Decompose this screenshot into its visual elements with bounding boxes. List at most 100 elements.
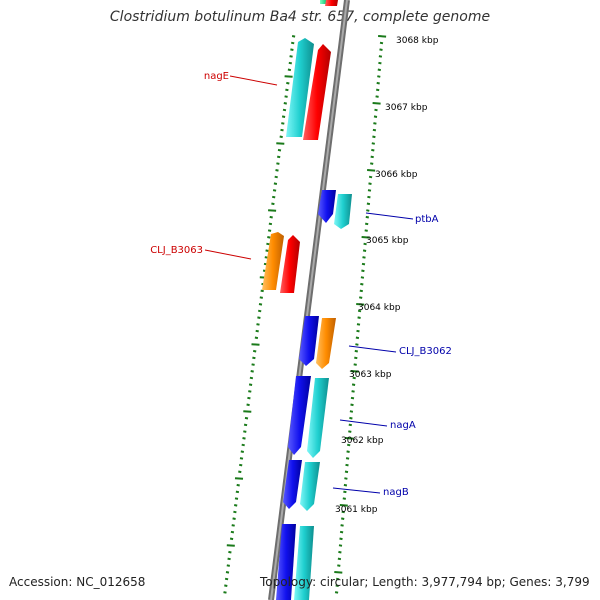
tick-mark — [225, 571, 230, 574]
tick-mark — [344, 470, 349, 474]
gene-features — [262, 0, 352, 600]
tick-mark — [366, 209, 370, 212]
tick-mark — [374, 108, 378, 112]
gene-label[interactable]: CLJ_B3063 — [150, 245, 203, 256]
tick-mark — [355, 336, 360, 340]
tick-mark — [247, 396, 251, 400]
tick-mark — [280, 128, 284, 132]
tick-mark — [240, 450, 244, 453]
gene-label[interactable]: nagA — [390, 420, 416, 431]
tick-mark — [356, 329, 360, 333]
tick-mark — [361, 236, 370, 239]
tick-mark — [362, 249, 367, 252]
kbp-label: 3068 kbp — [396, 36, 439, 46]
tick-mark — [372, 128, 377, 132]
tick-mark — [364, 229, 368, 232]
gene-arrow[interactable] — [262, 232, 284, 290]
tick-mark — [340, 524, 344, 527]
gene-arrow[interactable] — [316, 318, 336, 369]
tick-marks-inner — [223, 35, 296, 594]
tick-mark — [285, 88, 289, 92]
gene-label[interactable]: nagB — [383, 487, 409, 498]
leader-line — [229, 75, 278, 86]
tick-mark — [279, 135, 283, 139]
tick-mark — [379, 48, 383, 51]
tick-mark — [357, 316, 361, 319]
tick-marks-outer — [334, 35, 387, 594]
tick-mark — [368, 182, 372, 185]
tick-mark — [248, 383, 253, 386]
tick-mark — [253, 349, 257, 353]
tick-mark — [373, 122, 377, 125]
tick-mark — [343, 483, 348, 487]
gene-label[interactable]: CLJ_B3062 — [399, 346, 452, 357]
tick-mark — [276, 142, 285, 145]
gene-arrow[interactable] — [276, 524, 296, 600]
tick-mark — [269, 215, 273, 219]
tick-mark — [268, 209, 277, 212]
tick-mark — [334, 571, 343, 574]
gene-arrow[interactable] — [325, 0, 338, 6]
tick-mark — [290, 48, 294, 51]
tick-mark — [377, 68, 381, 72]
tick-mark — [236, 483, 240, 487]
tick-mark — [274, 175, 278, 179]
tick-mark — [266, 242, 270, 246]
gene-arrow[interactable] — [280, 235, 300, 293]
tick-mark — [226, 564, 230, 567]
tick-mark — [243, 410, 252, 413]
tick-mark — [345, 437, 354, 440]
kbp-label: 3061 kbp — [335, 505, 378, 515]
gene-label[interactable]: ptbA — [415, 214, 439, 225]
tick-mark — [281, 122, 285, 125]
gene-arrow[interactable] — [283, 460, 302, 509]
kbp-label: 3065 kbp — [366, 236, 409, 246]
tick-mark — [344, 477, 348, 480]
tick-mark — [377, 75, 381, 78]
tick-mark — [235, 490, 240, 494]
gene-arrow[interactable] — [318, 190, 336, 223]
tick-mark — [365, 215, 369, 219]
tick-mark — [258, 303, 263, 306]
tick-mark — [351, 390, 355, 393]
gene-arrow[interactable] — [307, 378, 329, 458]
tick-mark — [275, 169, 279, 172]
tick-mark — [372, 102, 381, 105]
leader-line — [204, 249, 252, 260]
tick-mark — [367, 195, 371, 199]
gene-arrow[interactable] — [288, 376, 311, 455]
tick-mark — [376, 81, 380, 85]
gene-arrow[interactable] — [286, 38, 314, 137]
gene-label[interactable]: nagE — [204, 71, 229, 82]
tick-mark — [234, 497, 239, 500]
gene-arrow[interactable] — [303, 44, 331, 140]
tick-mark — [357, 309, 362, 313]
tick-mark — [356, 303, 365, 306]
tick-mark — [337, 557, 342, 561]
tick-mark — [238, 470, 242, 474]
tick-mark — [341, 510, 345, 514]
tick-mark — [239, 463, 243, 467]
tick-mark — [361, 262, 366, 266]
tick-mark — [375, 95, 379, 98]
tick-mark — [356, 323, 361, 326]
tick-mark — [291, 41, 295, 45]
tick-mark — [258, 309, 262, 313]
tick-mark — [223, 591, 227, 594]
gene-arrow[interactable] — [299, 316, 319, 366]
gene-arrow[interactable] — [334, 194, 352, 229]
kbp-label: 3063 kbp — [349, 370, 392, 380]
tick-mark — [373, 115, 378, 118]
gene-arrow[interactable] — [294, 526, 314, 600]
tick-mark — [347, 443, 351, 447]
tick-mark — [242, 437, 246, 440]
tick-mark — [355, 343, 359, 346]
tick-mark — [349, 416, 353, 420]
gene-arrow[interactable] — [300, 462, 320, 511]
tick-mark — [378, 55, 383, 58]
tick-mark — [276, 162, 280, 165]
tick-mark — [226, 544, 235, 547]
tick-mark — [345, 463, 349, 467]
tick-mark — [336, 577, 340, 581]
